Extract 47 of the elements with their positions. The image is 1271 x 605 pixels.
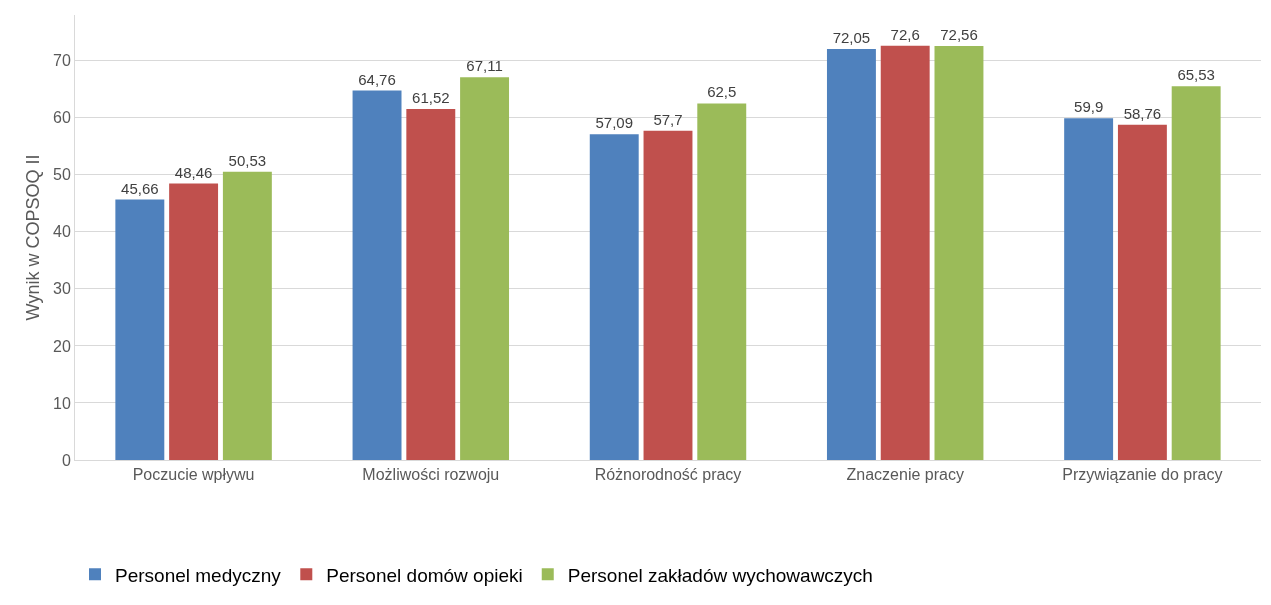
bar <box>1171 86 1221 460</box>
y-tick-label: 50 <box>53 166 71 184</box>
legend-label: Personel zakładów wychowawczych <box>567 564 873 586</box>
x-tick-label: Możliwości rozwoju <box>362 466 500 484</box>
data-label: 58,76 <box>1123 104 1162 122</box>
bar <box>1117 124 1167 460</box>
data-label: 62,5 <box>707 83 737 101</box>
data-label: 72,56 <box>940 26 978 44</box>
x-tick-label: Przywiązanie do pracy <box>1062 466 1223 484</box>
bar <box>460 77 510 460</box>
bar <box>643 130 693 460</box>
y-tick-label: 0 <box>61 451 71 469</box>
data-label: 57,09 <box>595 114 634 132</box>
y-tick-label: 20 <box>53 337 71 355</box>
x-tick-label: Różnorodność pracy <box>594 466 742 484</box>
bar <box>697 103 747 460</box>
data-label: 65,53 <box>1177 66 1215 84</box>
bar <box>115 199 165 460</box>
bar <box>1064 118 1114 460</box>
bar <box>169 183 219 460</box>
data-label: 57,7 <box>653 110 683 128</box>
y-tick-label: 10 <box>53 394 71 412</box>
bar <box>826 48 876 460</box>
bar <box>934 46 984 460</box>
y-tick-label: 30 <box>53 280 71 298</box>
data-label: 45,66 <box>121 179 159 197</box>
data-label: 64,76 <box>358 70 396 88</box>
data-label: 61,52 <box>412 89 450 107</box>
bar <box>406 109 456 460</box>
data-label: 50,53 <box>228 151 267 169</box>
data-label: 72,05 <box>832 28 871 46</box>
data-label: 72,6 <box>890 25 920 43</box>
data-label: 59,9 <box>1074 98 1104 116</box>
legend-label: Personel medyczny <box>115 564 282 586</box>
x-tick-label: Znaczenie pracy <box>846 466 964 484</box>
y-tick-label: 70 <box>53 52 71 70</box>
bar <box>880 45 930 460</box>
data-label: 48,46 <box>174 163 213 181</box>
y-axis-title: Wynik w COPSOQ II <box>23 154 44 321</box>
x-tick-label: Poczucie wpływu <box>132 466 255 484</box>
bar <box>352 90 402 460</box>
legend-label: Personel domów opieki <box>326 564 523 586</box>
bar <box>222 171 272 460</box>
data-label: 67,11 <box>466 57 503 75</box>
bar <box>589 134 639 460</box>
y-tick-label: 60 <box>53 109 71 127</box>
y-tick-label: 40 <box>53 223 71 241</box>
